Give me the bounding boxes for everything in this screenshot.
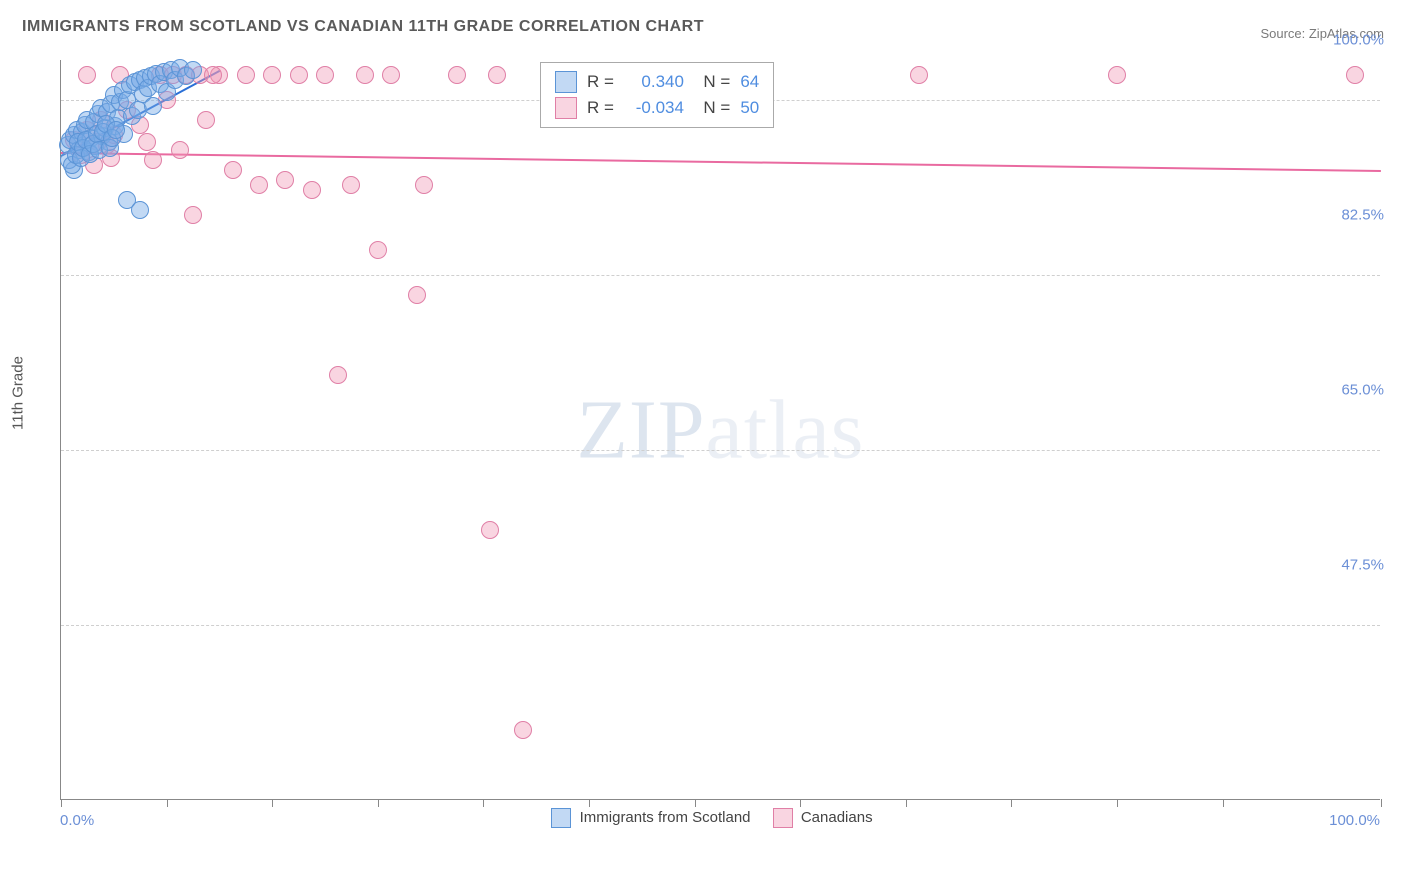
data-point bbox=[144, 151, 162, 169]
r-value-scotland: 0.340 bbox=[624, 72, 684, 92]
r-label: R = bbox=[587, 98, 614, 118]
watermark-zip: ZIP bbox=[577, 383, 706, 476]
data-point bbox=[1108, 66, 1126, 84]
data-point bbox=[488, 66, 506, 84]
x-tick bbox=[589, 799, 590, 807]
x-tick bbox=[272, 799, 273, 807]
x-tick bbox=[61, 799, 62, 807]
data-point bbox=[290, 66, 308, 84]
data-point bbox=[250, 176, 268, 194]
data-point bbox=[329, 366, 347, 384]
data-point bbox=[184, 61, 202, 79]
gridline bbox=[61, 450, 1380, 451]
y-tick-label: 47.5% bbox=[1306, 557, 1384, 574]
watermark: ZIPatlas bbox=[577, 381, 865, 478]
data-point bbox=[382, 66, 400, 84]
data-point bbox=[303, 181, 321, 199]
data-point bbox=[197, 111, 215, 129]
y-tick-label: 100.0% bbox=[1306, 32, 1384, 49]
x-tick bbox=[167, 799, 168, 807]
data-point bbox=[356, 66, 374, 84]
data-point bbox=[171, 141, 189, 159]
x-tick bbox=[695, 799, 696, 807]
legend-label-scotland: Immigrants from Scotland bbox=[580, 809, 751, 826]
n-label: N = bbox=[694, 98, 730, 118]
regression-line bbox=[61, 152, 1381, 172]
data-point bbox=[316, 66, 334, 84]
chart-title: IMMIGRANTS FROM SCOTLAND VS CANADIAN 11T… bbox=[22, 18, 704, 36]
data-point bbox=[237, 66, 255, 84]
y-tick-label: 82.5% bbox=[1306, 207, 1384, 224]
legend-row-scotland: R = 0.340 N = 64 bbox=[555, 69, 759, 95]
x-tick bbox=[906, 799, 907, 807]
data-point bbox=[144, 97, 162, 115]
r-value-canadians: -0.034 bbox=[624, 98, 684, 118]
data-point bbox=[224, 161, 242, 179]
swatch-canadians-icon bbox=[555, 97, 577, 119]
swatch-canadians-icon bbox=[773, 808, 793, 828]
data-point bbox=[276, 171, 294, 189]
x-tick bbox=[1011, 799, 1012, 807]
data-point bbox=[1346, 66, 1364, 84]
data-point bbox=[910, 66, 928, 84]
data-point bbox=[78, 66, 96, 84]
y-tick-label: 65.0% bbox=[1306, 382, 1384, 399]
data-point bbox=[138, 133, 156, 151]
data-point bbox=[481, 521, 499, 539]
correlation-legend: R = 0.340 N = 64 R = -0.034 N = 50 bbox=[540, 62, 774, 128]
data-point bbox=[415, 176, 433, 194]
x-tick bbox=[483, 799, 484, 807]
x-tick bbox=[1117, 799, 1118, 807]
data-point bbox=[204, 66, 222, 84]
data-point bbox=[342, 176, 360, 194]
swatch-scotland-icon bbox=[551, 808, 571, 828]
gridline bbox=[61, 275, 1380, 276]
legend-label-canadians: Canadians bbox=[801, 809, 873, 826]
data-point bbox=[514, 721, 532, 739]
data-point bbox=[369, 241, 387, 259]
data-point bbox=[408, 286, 426, 304]
x-tick bbox=[1381, 799, 1382, 807]
gridline bbox=[61, 625, 1380, 626]
legend-row-canadians: R = -0.034 N = 50 bbox=[555, 95, 759, 121]
data-point bbox=[131, 201, 149, 219]
data-point bbox=[448, 66, 466, 84]
data-point bbox=[107, 121, 125, 139]
data-point bbox=[184, 206, 202, 224]
swatch-scotland-icon bbox=[555, 71, 577, 93]
x-tick bbox=[378, 799, 379, 807]
x-tick bbox=[1223, 799, 1224, 807]
x-tick bbox=[800, 799, 801, 807]
data-point bbox=[263, 66, 281, 84]
watermark-atlas: atlas bbox=[706, 383, 865, 476]
n-value-scotland: 64 bbox=[740, 72, 759, 92]
scatter-plot-area: ZIPatlas bbox=[60, 60, 1380, 800]
series-legend: Immigrants from Scotland Canadians bbox=[0, 808, 1406, 828]
n-label: N = bbox=[694, 72, 730, 92]
n-value-canadians: 50 bbox=[740, 98, 759, 118]
r-label: R = bbox=[587, 72, 614, 92]
y-axis-label: 11th Grade bbox=[10, 356, 27, 430]
